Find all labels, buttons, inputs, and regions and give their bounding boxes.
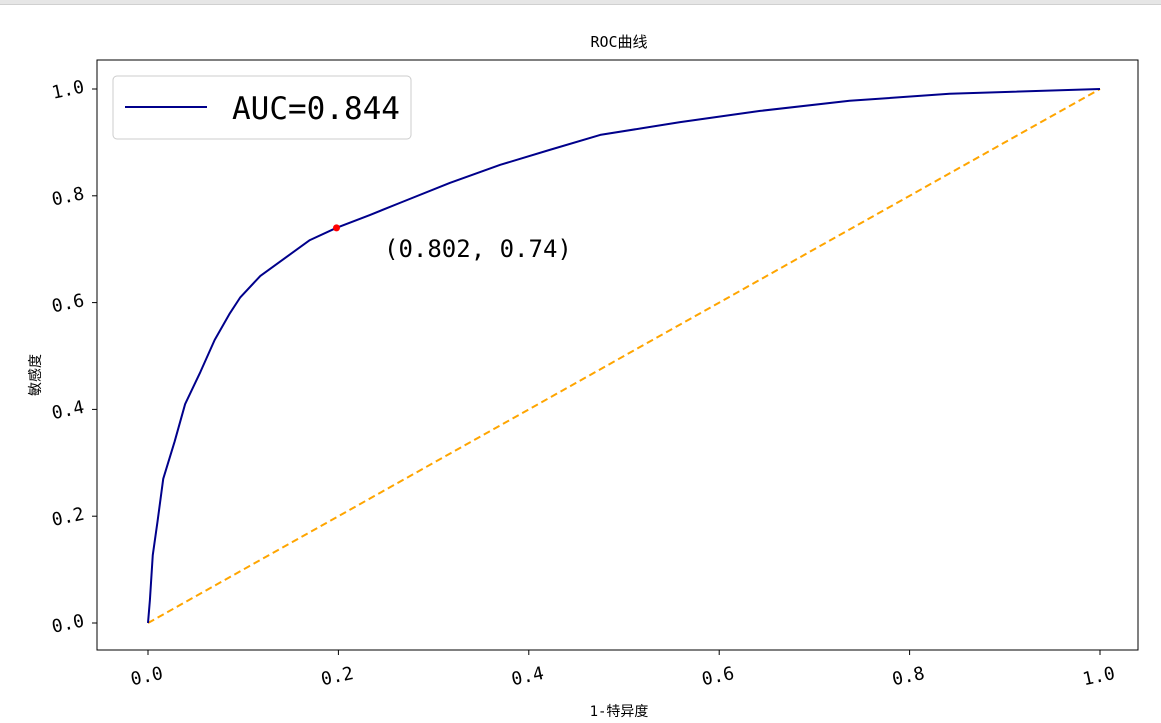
y-tick-label: 0.4 (50, 397, 86, 424)
diagonal-reference-line (147, 88, 1101, 624)
optimal-cutoff-point (332, 224, 340, 232)
x-tick-label: 0.6 (700, 663, 736, 690)
y-axis-label: 敏感度 (27, 354, 44, 396)
annotation-label: (0.802, 0.74) (384, 235, 572, 263)
legend-box (112, 75, 412, 140)
x-tick-label: 0.8 (890, 663, 926, 690)
y-tick-label: 0.2 (50, 504, 86, 531)
plot-frame (96, 59, 1139, 651)
chart-title: ROC曲线 (590, 33, 647, 51)
y-tick-label: 0.8 (50, 183, 86, 210)
roc-curve-line (147, 88, 1101, 624)
x-tick-label: 0.2 (319, 663, 355, 690)
y-tick-label: 1.0 (50, 76, 86, 103)
x-tick-label: 0.0 (129, 663, 165, 690)
x-tick-label: 1.0 (1081, 663, 1117, 690)
legend-label: AUC=0.844 (232, 91, 400, 127)
y-tick-label: 0.0 (50, 610, 86, 637)
legend: AUC=0.844 (112, 75, 412, 140)
x-axis-label: 1-特异度 (590, 704, 649, 720)
window-top-bar (0, 0, 1161, 5)
y-tick-label: 0.6 (50, 290, 86, 317)
x-tick-label: 0.4 (510, 663, 546, 690)
